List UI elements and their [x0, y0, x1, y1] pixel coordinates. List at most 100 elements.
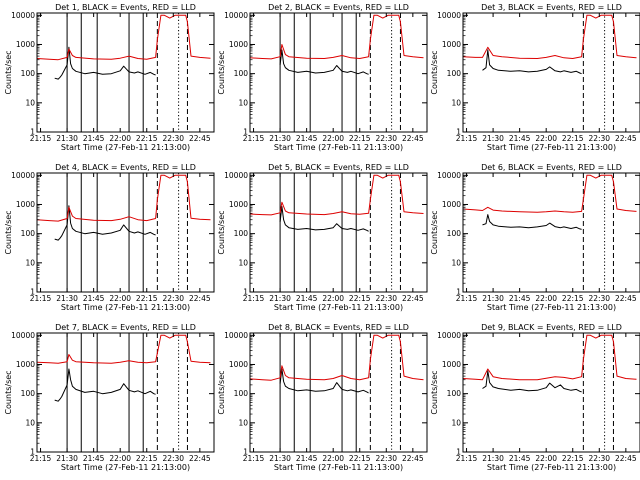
y-tick-label: 1	[30, 288, 35, 297]
x-tick-label: 22:15	[349, 294, 371, 303]
y-tick-label: 1000	[442, 40, 461, 49]
x-tick-label: 22:30	[375, 294, 397, 303]
lld-series-line	[36, 174, 211, 222]
x-tick-label: 21:15	[243, 134, 265, 143]
x-tick-label: 22:45	[615, 294, 637, 303]
lld-series-line	[249, 174, 424, 216]
x-tick-label: 22:45	[189, 454, 211, 463]
x-tick-label: 22:45	[189, 134, 211, 143]
events-series-line	[482, 214, 582, 230]
detector-panel: Det 9, BLACK = Events, RED = LLD 21:15 21:…	[430, 323, 640, 472]
x-tick-label: 21:15	[243, 454, 265, 463]
y-axis-label: Counts/sec	[4, 210, 13, 254]
x-tick-label: 21:15	[30, 294, 52, 303]
x-tick-label: 21:30	[269, 294, 291, 303]
y-tick-label: 100	[234, 389, 249, 398]
y-axis-label: Counts/sec	[217, 50, 226, 94]
y-tick-label: 1000	[442, 200, 461, 209]
detector-panel: Det 5, BLACK = Events, RED = LLD 21:15 21:…	[217, 163, 428, 312]
x-tick-label: 21:15	[456, 134, 478, 143]
x-tick-label: 21:15	[456, 454, 478, 463]
y-tick-label: 1	[456, 448, 461, 457]
y-tick-label: 100	[447, 69, 462, 78]
x-tick-label: 22:15	[562, 294, 584, 303]
x-tick-label: 22:00	[535, 294, 557, 303]
x-tick-label: 22:00	[322, 134, 344, 143]
x-tick-label: 21:45	[83, 454, 105, 463]
y-tick-label: 1	[456, 288, 461, 297]
y-tick-label: 10000	[224, 331, 248, 340]
x-tick-label: 22:45	[615, 454, 637, 463]
x-axis-label: Start Time (27-Feb-11 21:13:00)	[487, 143, 616, 152]
x-axis-label: Start Time (27-Feb-11 21:13:00)	[61, 303, 190, 312]
x-tick-label: 22:00	[535, 454, 557, 463]
y-tick-label: 10000	[224, 11, 248, 20]
detector-panel: Det 8, BLACK = Events, RED = LLD 21:15 21:…	[217, 323, 428, 472]
x-tick-label: 21:30	[269, 454, 291, 463]
panel-title: Det 9, BLACK = Events, RED = LLD	[481, 323, 622, 332]
x-axis-label: Start Time (27-Feb-11 21:13:00)	[487, 463, 616, 472]
events-series-line	[279, 49, 369, 75]
detector-panel: Det 7, BLACK = Events, RED = LLD 21:15 21:…	[4, 323, 215, 472]
x-tick-label: 22:30	[162, 134, 184, 143]
y-tick-label: 100	[21, 69, 36, 78]
y-tick-label: 10	[238, 418, 248, 427]
x-tick-label: 21:30	[56, 294, 78, 303]
panel-title: Det 4, BLACK = Events, RED = LLD	[55, 163, 196, 172]
y-tick-label: 10	[238, 98, 248, 107]
x-tick-label: 21:15	[30, 454, 52, 463]
x-tick-label: 22:15	[562, 454, 584, 463]
events-series-line	[279, 206, 369, 232]
x-tick-label: 22:00	[109, 294, 131, 303]
plot-frame	[36, 172, 215, 293]
x-tick-label: 22:15	[349, 454, 371, 463]
y-axis-label: Counts/sec	[430, 50, 439, 94]
panel-title: Det 8, BLACK = Events, RED = LLD	[268, 323, 409, 332]
y-tick-label: 10000	[437, 171, 461, 180]
x-tick-label: 21:30	[269, 134, 291, 143]
y-tick-label: 1	[30, 448, 35, 457]
y-tick-label: 1	[30, 128, 35, 137]
x-tick-label: 21:30	[56, 134, 78, 143]
x-tick-label: 21:30	[482, 454, 504, 463]
y-tick-label: 10	[238, 258, 248, 267]
y-tick-label: 1000	[229, 40, 248, 49]
lld-series-line	[36, 334, 211, 364]
y-axis-label: Counts/sec	[4, 50, 13, 94]
y-tick-label: 1	[243, 448, 248, 457]
events-series-line	[482, 49, 582, 75]
y-tick-label: 10	[451, 98, 461, 107]
x-tick-label: 22:45	[402, 134, 424, 143]
y-tick-label: 1000	[229, 360, 248, 369]
detector-panel: Det 3, BLACK = Events, RED = LLD 21:15 21:…	[430, 3, 640, 152]
x-tick-label: 21:45	[296, 454, 318, 463]
lld-series-line	[462, 14, 637, 59]
y-tick-label: 1	[243, 128, 248, 137]
x-tick-label: 22:30	[588, 294, 610, 303]
x-tick-label: 21:45	[509, 454, 531, 463]
x-tick-label: 22:30	[588, 134, 610, 143]
x-tick-label: 21:45	[83, 134, 105, 143]
panel-title: Det 1, BLACK = Events, RED = LLD	[55, 3, 196, 12]
panel-title: Det 5, BLACK = Events, RED = LLD	[268, 163, 409, 172]
x-tick-label: 22:15	[349, 134, 371, 143]
x-tick-label: 22:30	[162, 294, 184, 303]
x-tick-label: 22:30	[375, 454, 397, 463]
y-tick-label: 10	[25, 418, 35, 427]
panel-title: Det 3, BLACK = Events, RED = LLD	[481, 3, 622, 12]
lld-series-line	[249, 14, 424, 60]
x-tick-label: 21:15	[456, 294, 478, 303]
x-tick-label: 21:30	[482, 134, 504, 143]
x-tick-label: 22:30	[588, 454, 610, 463]
x-tick-label: 22:00	[109, 134, 131, 143]
x-tick-label: 21:15	[243, 294, 265, 303]
y-tick-label: 10000	[437, 331, 461, 340]
y-tick-label: 1	[243, 288, 248, 297]
y-tick-label: 10000	[437, 11, 461, 20]
plot-frame	[462, 332, 640, 453]
y-tick-label: 1	[456, 128, 461, 137]
x-axis-label: Start Time (27-Feb-11 21:13:00)	[274, 463, 403, 472]
x-tick-label: 22:30	[375, 134, 397, 143]
x-tick-label: 21:15	[30, 134, 52, 143]
